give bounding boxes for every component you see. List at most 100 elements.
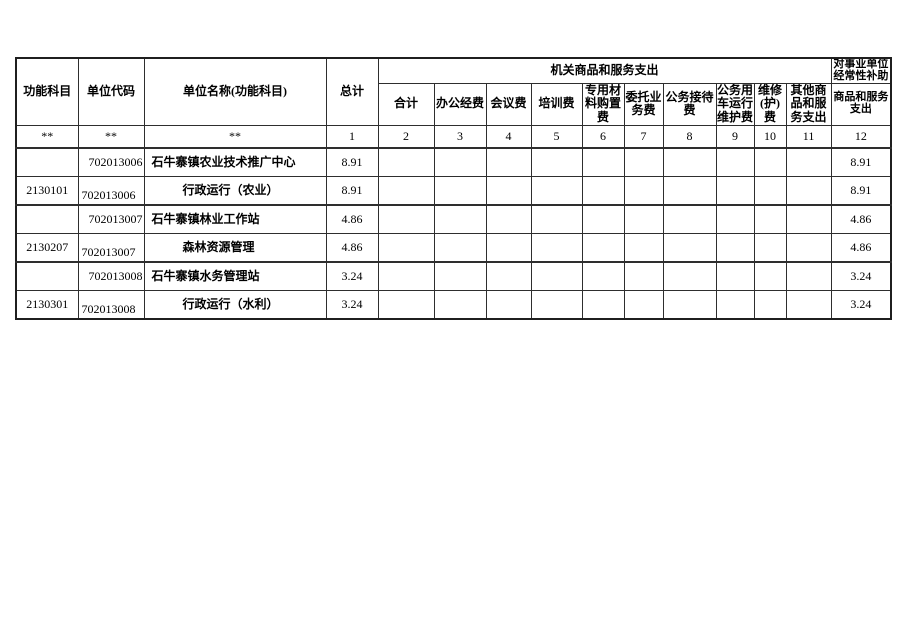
header-unit-name: 单位名称(功能科目) (143, 57, 327, 126)
cell-expense-empty (530, 261, 583, 292)
cell-expense-empty (530, 176, 583, 207)
cell-expense-empty (753, 204, 787, 235)
cell-expense-empty (485, 176, 532, 207)
cell-expense-empty (623, 176, 664, 207)
header-agency-goods-group: 机关商品和服务支出 (377, 57, 832, 84)
cell-unit-name: 石牛寨镇林业工作站 (143, 204, 327, 235)
cell-expense-empty (623, 290, 664, 320)
cell-expense-empty (485, 261, 532, 292)
cell-expense-empty (623, 233, 664, 264)
index-cell: 3 (433, 124, 487, 150)
index-cell: 6 (581, 124, 625, 150)
cell-expense-empty (581, 176, 625, 207)
cell-expense-empty (623, 261, 664, 292)
cell-expense-empty (785, 147, 832, 178)
cell-expense-empty (753, 176, 787, 207)
cell-unit-code: 702013008 (77, 290, 145, 320)
header-sub-reception: 公务接待 费 (662, 82, 717, 126)
cell-expense-empty (377, 290, 435, 320)
cell-unit-name: 森林资源管理 (143, 233, 327, 264)
cell-unit-code: 702013008 (77, 261, 145, 292)
cell-expense-empty (662, 233, 717, 264)
cell-function-code (15, 147, 79, 178)
cell-expense-empty (530, 147, 583, 178)
cell-expense-empty (377, 176, 435, 207)
cell-expense-empty (715, 204, 755, 235)
cell-expense-empty (377, 147, 435, 178)
table-row: 2130101 702013006 行政运行（农业） 8.91 8.91 (15, 176, 892, 207)
header-subsidy-sub: 商品和服务 支出 (830, 82, 892, 126)
header-sub-repair: 维修 (护) 费 (753, 82, 787, 126)
cell-expense-empty (581, 204, 625, 235)
header-row-sub: 合计 办公经费 会议费 培训费 专用材 料购置 费 委托业 务费 公务接待 费 … (16, 82, 892, 126)
cell-expense-empty (623, 204, 664, 235)
cell-function-code: 2130101 (15, 176, 79, 207)
table-row: 702013008 石牛寨镇水务管理站 3.24 3.24 (15, 261, 892, 292)
header-sub-vehicle: 公务用 车运行 维护费 (715, 82, 755, 126)
cell-expense-empty (785, 233, 832, 264)
cell-unit-name: 石牛寨镇水务管理站 (143, 261, 327, 292)
cell-expense-empty (662, 176, 717, 207)
index-cell: 5 (530, 124, 583, 150)
table-row: 702013006 石牛寨镇农业技术推广中心 8.91 8.91 (15, 147, 892, 178)
header-subsidy-group: 对事业单位 经常性补助 (830, 57, 892, 84)
header-sub-commissioned: 委托业 务费 (623, 82, 664, 126)
cell-expense-empty (485, 204, 532, 235)
cell-expense-empty (485, 290, 532, 320)
index-cell: ** (15, 124, 79, 150)
cell-expense-empty (785, 176, 832, 207)
cell-subsidy: 8.91 (830, 147, 892, 178)
cell-expense-empty (662, 147, 717, 178)
cell-function-code (15, 204, 79, 235)
header-function-subject: 功能科目 (15, 57, 79, 126)
cell-grand-total: 3.24 (325, 290, 379, 320)
cell-expense-empty (715, 176, 755, 207)
cell-expense-empty (662, 204, 717, 235)
cell-grand-total: 8.91 (325, 147, 379, 178)
header-sub-training: 培训费 (530, 82, 583, 126)
cell-unit-name: 行政运行（农业） (143, 176, 327, 207)
table-row: 2130301 702013008 行政运行（水利） 3.24 3.24 (15, 290, 892, 320)
header-grand-total: 总计 (325, 57, 379, 126)
index-cell: 2 (377, 124, 435, 150)
index-cell: 7 (623, 124, 664, 150)
cell-expense-empty (715, 290, 755, 320)
cell-subsidy: 3.24 (830, 290, 892, 320)
cell-expense-empty (662, 261, 717, 292)
cell-expense-empty (623, 147, 664, 178)
table-row: 702013007 石牛寨镇林业工作站 4.86 4.86 (15, 204, 892, 235)
cell-expense-empty (753, 261, 787, 292)
table-row: 2130207 702013007 森林资源管理 4.86 4.86 (15, 233, 892, 264)
cell-function-code: 2130301 (15, 290, 79, 320)
cell-expense-empty (581, 147, 625, 178)
index-cell: ** (143, 124, 327, 150)
cell-expense-empty (485, 233, 532, 264)
cell-subsidy: 3.24 (830, 261, 892, 292)
cell-subsidy: 8.91 (830, 176, 892, 207)
cell-expense-empty (433, 290, 487, 320)
cell-expense-empty (753, 147, 787, 178)
cell-expense-empty (433, 147, 487, 178)
index-row: ** ** ** 1 2 3 4 5 6 7 8 9 10 11 12 (15, 124, 892, 150)
index-cell: 10 (753, 124, 787, 150)
cell-unit-code: 702013007 (77, 233, 145, 264)
cell-expense-empty (581, 290, 625, 320)
cell-grand-total: 3.24 (325, 261, 379, 292)
cell-expense-empty (377, 204, 435, 235)
header-sub-meeting: 会议费 (485, 82, 532, 126)
header-row-group: 功能科目 单位代码 单位名称(功能科目) 总计 机关商品和服务支出 对事业单位 … (15, 57, 892, 126)
cell-expense-empty (581, 233, 625, 264)
index-cell: 1 (325, 124, 379, 150)
index-cell: 9 (715, 124, 755, 150)
cell-subsidy: 4.86 (830, 233, 892, 264)
cell-function-code: 2130207 (15, 233, 79, 264)
cell-grand-total: 4.86 (325, 204, 379, 235)
header-sub-office: 办公经费 (433, 82, 487, 126)
cell-expense-empty (785, 261, 832, 292)
cell-expense-empty (377, 233, 435, 264)
cell-expense-empty (485, 147, 532, 178)
cell-grand-total: 4.86 (325, 233, 379, 264)
cell-unit-code: 702013006 (77, 147, 145, 178)
cell-expense-empty (785, 204, 832, 235)
index-cell: ** (77, 124, 145, 150)
